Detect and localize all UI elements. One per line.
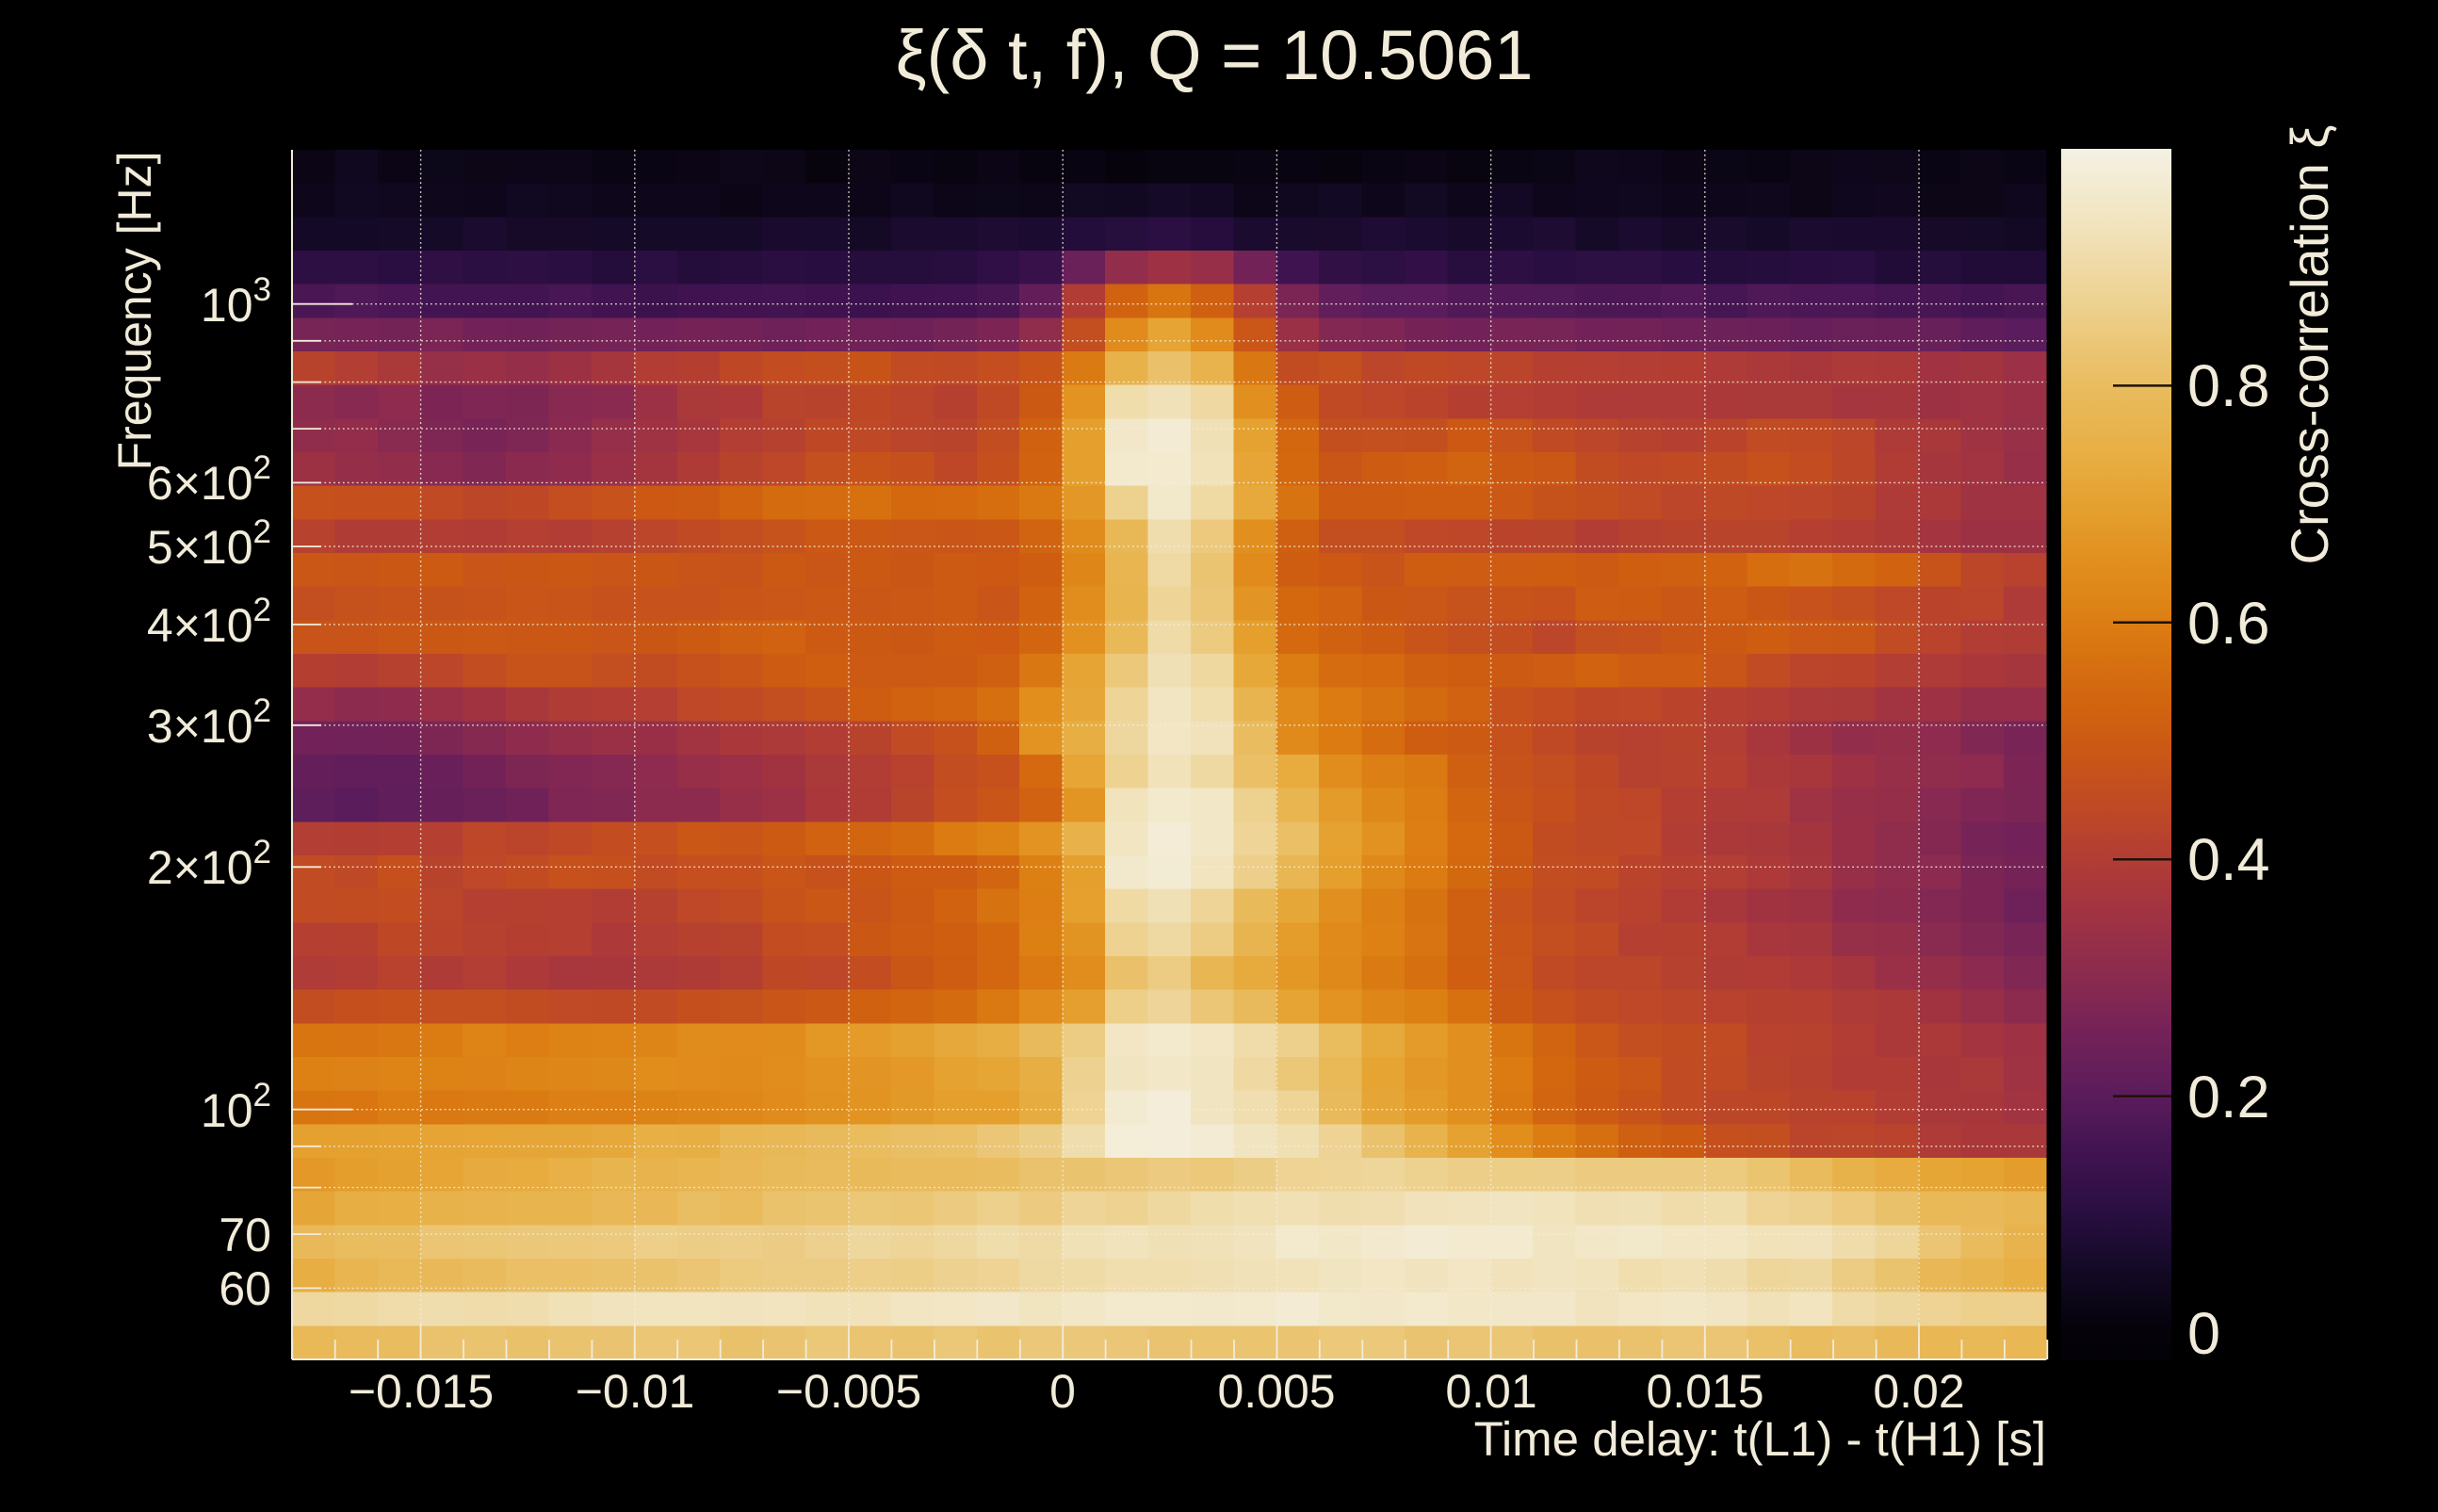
svg-text:−0.015: −0.015 xyxy=(349,1365,494,1418)
svg-text:−0.01: −0.01 xyxy=(576,1365,695,1418)
svg-text:3×102: 3×102 xyxy=(147,692,271,753)
svg-text:0: 0 xyxy=(2187,1301,2220,1367)
svg-text:−0.005: −0.005 xyxy=(776,1365,921,1418)
svg-text:0.015: 0.015 xyxy=(1646,1365,1763,1418)
svg-text:4×102: 4×102 xyxy=(147,592,271,652)
svg-text:0.2: 0.2 xyxy=(2187,1065,2270,1130)
svg-text:ξ(δ t, f), Q = 10.5061: ξ(δ t, f), Q = 10.5061 xyxy=(896,16,1534,94)
svg-text:70: 70 xyxy=(219,1209,271,1261)
svg-text:0.6: 0.6 xyxy=(2187,591,2270,657)
svg-text:0.01: 0.01 xyxy=(1445,1365,1536,1418)
svg-text:0.8: 0.8 xyxy=(2187,353,2270,419)
svg-text:0.005: 0.005 xyxy=(1217,1365,1335,1418)
svg-text:0.4: 0.4 xyxy=(2187,827,2270,893)
svg-text:Frequency [Hz]: Frequency [Hz] xyxy=(108,151,161,470)
svg-text:Cross-correlation ξ: Cross-correlation ξ xyxy=(2280,125,2339,565)
svg-text:0: 0 xyxy=(1049,1365,1076,1418)
svg-text:60: 60 xyxy=(219,1262,271,1315)
svg-text:5×102: 5×102 xyxy=(147,513,271,574)
svg-text:0.02: 0.02 xyxy=(1873,1365,1964,1418)
svg-text:6×102: 6×102 xyxy=(147,449,271,510)
svg-text:2×102: 2×102 xyxy=(147,834,271,894)
svg-text:Time delay: t(L1) - t(H1) [s]: Time delay: t(L1) - t(H1) [s] xyxy=(1474,1412,2046,1466)
